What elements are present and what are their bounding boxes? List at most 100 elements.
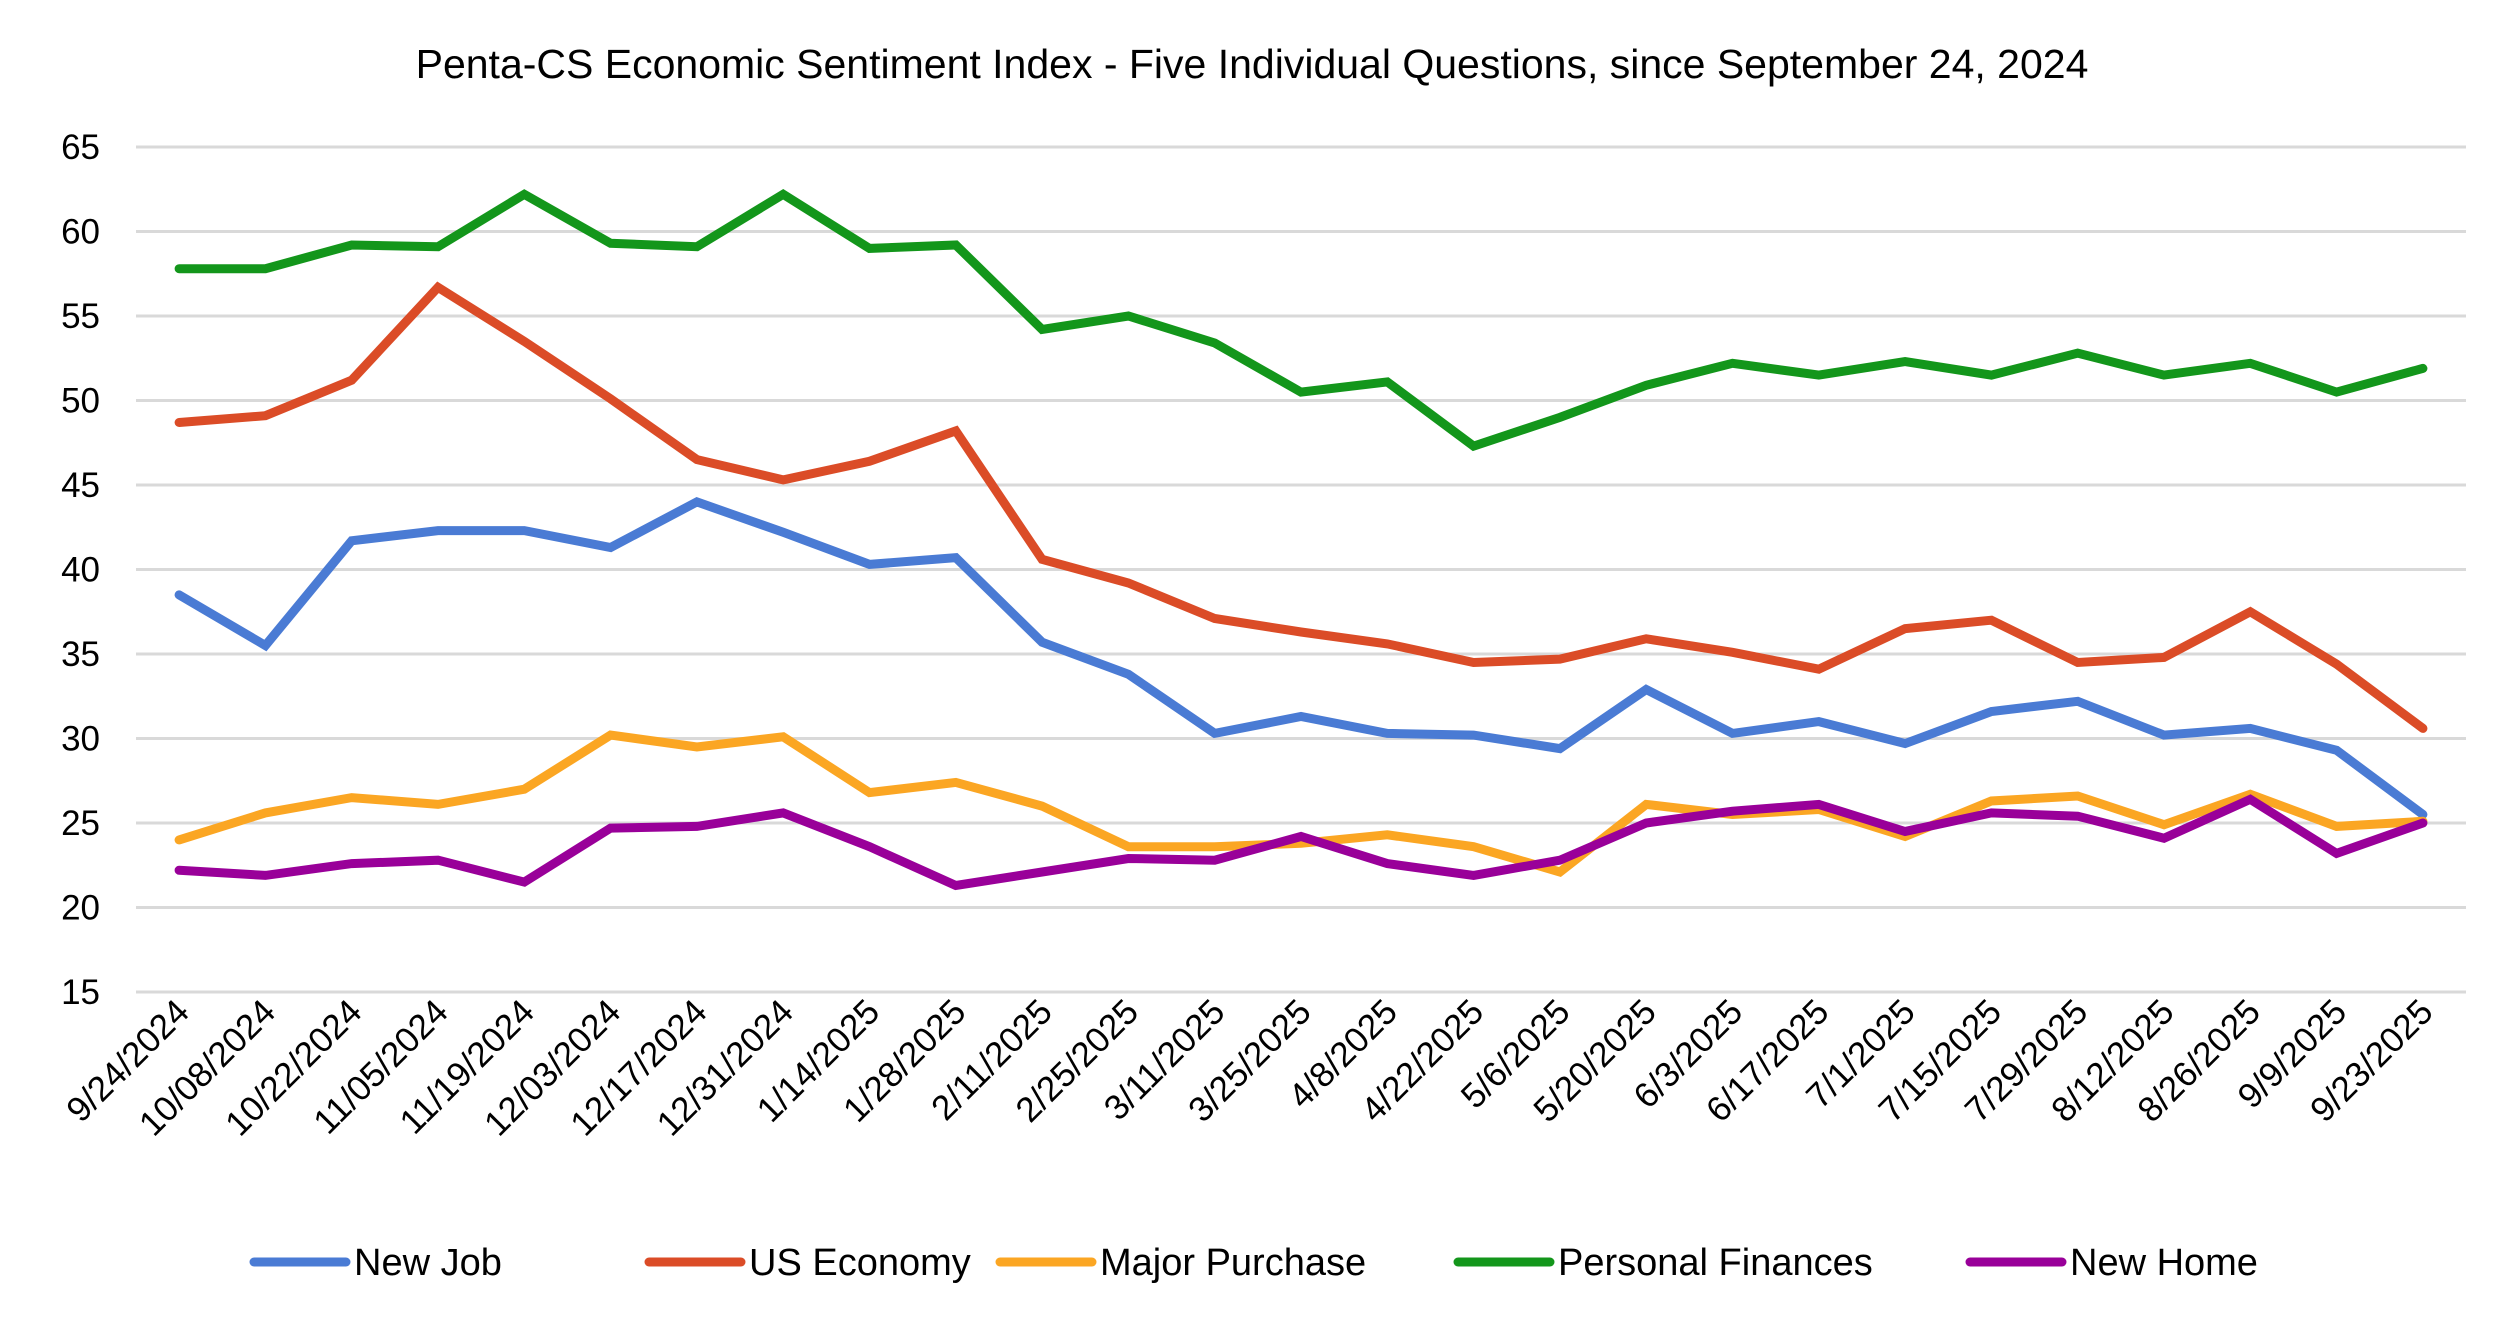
data-point xyxy=(264,874,266,876)
data-point xyxy=(1214,342,1216,344)
gridlines xyxy=(136,145,2466,994)
data-point xyxy=(1731,810,1733,812)
y-tick-label: 40 xyxy=(61,551,100,590)
data-point xyxy=(1127,857,1129,859)
data-point xyxy=(264,268,266,270)
data-point xyxy=(1990,619,1992,621)
data-point xyxy=(2422,814,2424,816)
series-line-new-home xyxy=(174,794,2428,891)
x-axis-ticks: 9/24/202410/08/202410/22/202411/05/20241… xyxy=(59,992,2440,1143)
legend-label: Personal Finances xyxy=(1558,1242,1873,1284)
data-point xyxy=(1473,445,1475,447)
data-point xyxy=(351,797,353,799)
data-point xyxy=(2077,815,2079,817)
data-point xyxy=(1473,874,1475,876)
data-point xyxy=(1041,805,1043,807)
data-point xyxy=(869,247,871,249)
data-point xyxy=(1731,732,1733,734)
legend-label: US Economy xyxy=(749,1242,971,1284)
data-point xyxy=(351,863,353,865)
data-point xyxy=(2336,825,2338,827)
data-point xyxy=(351,540,353,542)
data-point xyxy=(178,594,180,596)
data-point xyxy=(1386,834,1388,836)
data-point xyxy=(1559,658,1561,660)
data-point xyxy=(2336,391,2338,393)
data-point xyxy=(782,736,784,738)
data-point xyxy=(1818,721,1820,723)
y-tick-label: 25 xyxy=(61,804,100,843)
data-point xyxy=(1214,732,1216,734)
data-point xyxy=(955,885,957,887)
data-point xyxy=(264,415,266,417)
data-point xyxy=(1645,822,1647,824)
y-axis-ticks: 15 20 25 30 35 40 45 50 55 60 65 xyxy=(61,128,100,1012)
data-point xyxy=(696,825,698,827)
data-point xyxy=(869,563,871,565)
data-point xyxy=(178,869,180,871)
data-point xyxy=(610,547,612,549)
data-point xyxy=(2422,367,2424,369)
data-point xyxy=(1559,748,1561,750)
data-point xyxy=(2077,795,2079,797)
data-point xyxy=(1990,812,1992,814)
data-point xyxy=(1904,743,1906,745)
data-point xyxy=(1990,374,1992,376)
data-point xyxy=(1559,859,1561,861)
data-point xyxy=(1300,842,1302,844)
data-point xyxy=(1386,863,1388,865)
data-point xyxy=(1904,361,1906,363)
y-tick-label: 15 xyxy=(61,973,100,1012)
data-point xyxy=(1818,803,1820,805)
data-point xyxy=(1990,710,1992,712)
data-point xyxy=(1645,384,1647,386)
series-line-major-purchase xyxy=(174,730,2428,877)
data-point xyxy=(2163,656,2165,658)
data-point xyxy=(696,246,698,248)
series-line-us-economy xyxy=(174,281,2428,733)
data-point xyxy=(2422,822,2424,824)
data-point xyxy=(2249,798,2251,800)
data-point xyxy=(1300,631,1302,633)
data-point xyxy=(782,193,784,195)
data-point xyxy=(782,479,784,481)
data-point xyxy=(1214,859,1216,861)
legend-item-personal-finances: Personal Finances xyxy=(1453,1242,1873,1284)
data-point xyxy=(610,827,612,829)
data-point xyxy=(437,803,439,805)
data-point xyxy=(1645,638,1647,640)
data-point xyxy=(955,557,957,559)
data-point xyxy=(2163,824,2165,826)
data-point xyxy=(1127,315,1129,317)
legend-label: New Home xyxy=(2070,1242,2258,1284)
y-tick-label: 20 xyxy=(61,889,100,928)
data-point xyxy=(1473,734,1475,736)
data-point xyxy=(2249,362,2251,364)
series-line-personal-finances xyxy=(174,189,2428,452)
y-tick-label: 35 xyxy=(61,635,100,674)
data-point xyxy=(1818,374,1820,376)
y-tick-label: 45 xyxy=(61,466,100,505)
data-point xyxy=(2249,611,2251,613)
data-point xyxy=(1041,871,1043,873)
y-tick-label: 50 xyxy=(61,382,100,421)
series-line-new-job xyxy=(174,497,2428,819)
data-point xyxy=(523,788,525,790)
data-point xyxy=(523,193,525,195)
legend-item-new-home: New Home xyxy=(1965,1242,2258,1284)
data-point xyxy=(437,530,439,532)
data-point xyxy=(1041,641,1043,643)
data-point xyxy=(2163,374,2165,376)
data-point xyxy=(1818,668,1820,670)
data-point xyxy=(523,530,525,532)
data-point xyxy=(782,531,784,533)
data-point xyxy=(178,421,180,423)
chart-title: Penta-CS Economic Sentiment Index - Five… xyxy=(416,41,2089,87)
data-point xyxy=(955,244,957,246)
data-point xyxy=(610,734,612,736)
data-point xyxy=(696,746,698,748)
data-point xyxy=(437,859,439,861)
data-point xyxy=(1041,558,1043,560)
y-tick-label: 30 xyxy=(61,720,100,759)
